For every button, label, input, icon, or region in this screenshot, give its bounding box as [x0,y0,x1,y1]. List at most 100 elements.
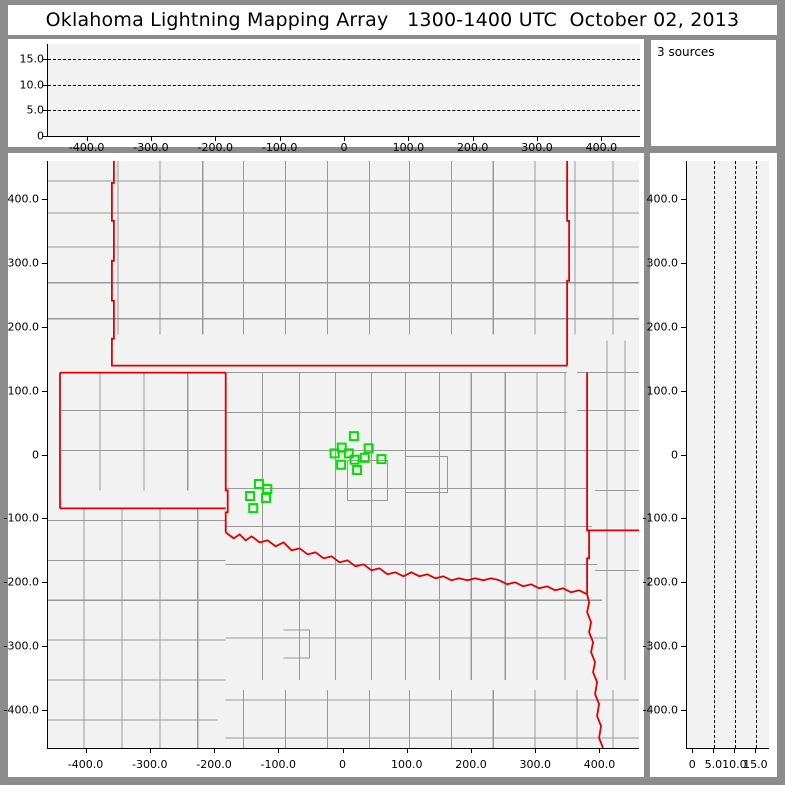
map-x-tick-label: 100.0 [390,758,423,771]
lightning-source-marker [248,503,259,514]
altitude-gridline [48,110,640,112]
altitude-gridline [48,84,640,86]
map-y-tick-label: -100.0 [3,511,39,525]
map-x-tick-mark [214,748,216,753]
county-lines [48,161,639,748]
map-y-tick-mark [42,326,47,328]
altitude-x-tick-mark [86,136,88,141]
histogram-x-tick-label: 15.0 [743,758,768,771]
histogram-y-tick-label: 100.0 [646,384,679,398]
histogram-y-tick-label: 0 [671,448,678,461]
histogram-x-tick-mark [734,748,736,753]
map-x-tick-label: 200.0 [455,758,487,771]
altitude-vs-north-south-panel: -400.0 -300.0 -200.0 -100.0 0 100.0 200.0 300.0… [643,153,777,777]
map-y-tick-label: 0 [32,448,39,461]
histogram-y-tick-mark [681,709,686,711]
map-y-tick-label: 100.0 [7,384,40,398]
histogram-y-tick-mark [681,326,686,328]
map-x-tick-mark [470,748,472,753]
lightning-source-marker [363,443,374,454]
map-x-tick-mark [535,748,537,753]
altitude-y-tick-label: 15.0 [19,52,45,66]
histogram-x-tick-label: 10.0 [722,758,747,771]
lightning-source-marker [352,464,363,475]
altitude-x-tick-mark [344,136,345,141]
map-y-tick-label: -200.0 [3,575,39,589]
histogram-y-tick-mark [681,454,686,456]
altitude-x-tick-mark [537,136,539,141]
histogram-gridline [756,161,758,748]
altitude-x-tick-label: 300.0 [521,141,553,154]
altitude-x-tick-mark [150,136,152,141]
histogram-y-tick-mark [681,390,686,392]
map-x-tick-mark [278,748,280,753]
map-x-tick-mark [85,748,87,753]
histogram-y-tick-label: 400.0 [646,192,679,206]
altitude-plot-area[interactable]: 0 5.0 10.0 15.0 -400.0 -300.0 -200.0 -100.0 0 100… [20,44,640,154]
histogram-y-tick-label: -100.0 [642,511,678,525]
altitude-y-tick-mark [43,84,48,86]
altitude-y-tick-label: 10.0 [19,78,45,92]
histogram-y-tick-mark [681,645,686,647]
map-x-tick-label: -200.0 [196,758,232,771]
map-y-tick-label: -300.0 [3,639,39,653]
lightning-source-marker [359,452,370,463]
map-x-tick-mark [342,748,344,753]
histogram-y-tick-mark [681,582,686,584]
map-y-tick-label: 200.0 [7,320,40,334]
histogram-y-tick-mark [681,199,686,201]
altitude-x-tick-label: 400.0 [585,141,618,154]
histogram-y-tick-mark [681,263,686,265]
lightning-source-markers [245,431,387,514]
histogram-x-tick-label: 5.0 [704,758,723,771]
altitude-x-tick-mark [215,136,217,141]
histogram-y-tick-label: -200.0 [642,575,678,589]
histogram-x-tick-mark [755,748,757,753]
map-x-tick-label: 300.0 [519,758,551,771]
page-title: Oklahoma Lightning Mapping Array 1300-14… [45,9,740,31]
state-borders [59,161,639,748]
altitude-x-tick-label: 200.0 [456,141,489,154]
map-y-tick-mark [42,709,47,711]
map-x-tick-label: -100.0 [260,758,296,771]
histogram-x-tick-mark [713,748,715,753]
lightning-source-marker [336,459,347,470]
map-y-tick-label: 400.0 [7,192,40,206]
altitude-x-tick-label: -100.0 [261,141,298,154]
histogram-y-tick-label: -300.0 [642,639,678,653]
map-x-tick-label: 400.0 [583,758,616,771]
map-plot-area[interactable] [47,161,639,749]
map-x-tick-label: -300.0 [132,758,168,771]
lightning-source-marker [245,491,256,502]
lightning-source-marker [349,454,360,465]
map-x-tick-mark [149,748,151,753]
lightning-source-marker [348,431,359,442]
altitude-gridline [48,59,640,61]
altitude-y-tick-label: 0 [37,129,44,143]
altitude-x-tick-mark [408,136,410,141]
map-y-tick-mark [42,199,47,201]
altitude-y-tick-mark [43,136,48,137]
map-y-tick-label: 300.0 [7,256,40,270]
histogram-gridline [735,161,737,748]
altitude-x-tick-mark [601,136,603,141]
map-y-tick-mark [42,518,47,520]
lightning-source-marker [336,442,347,453]
histogram-x-tick-label: 0 [688,758,696,771]
map-geography [48,161,639,748]
map-x-tick-label: 0 [339,758,346,771]
map-x-tick-label: -400.0 [67,758,104,771]
sources-count-label: 3 sources [657,45,715,59]
altitude-x-tick-label: 0 [340,141,348,154]
histogram-y-tick-label: -400.0 [642,703,678,717]
lightning-source-marker [343,448,354,459]
histogram-plot-area[interactable] [686,161,769,749]
lightning-source-marker [329,448,340,459]
map-x-tick-mark [406,748,408,753]
map-y-tick-mark [42,390,47,392]
altitude-y-tick-mark [43,59,48,61]
histogram-x-tick-mark [692,748,694,753]
altitude-y-tick-mark [43,110,48,112]
map-y-tick-mark [42,582,47,584]
